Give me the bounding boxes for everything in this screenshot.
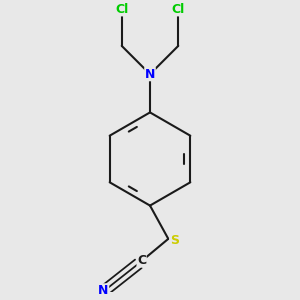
Text: C: C <box>137 254 146 267</box>
Text: Cl: Cl <box>172 3 185 16</box>
Text: S: S <box>170 234 179 247</box>
Text: N: N <box>98 284 109 297</box>
Text: N: N <box>145 68 155 81</box>
Text: Cl: Cl <box>115 3 128 16</box>
